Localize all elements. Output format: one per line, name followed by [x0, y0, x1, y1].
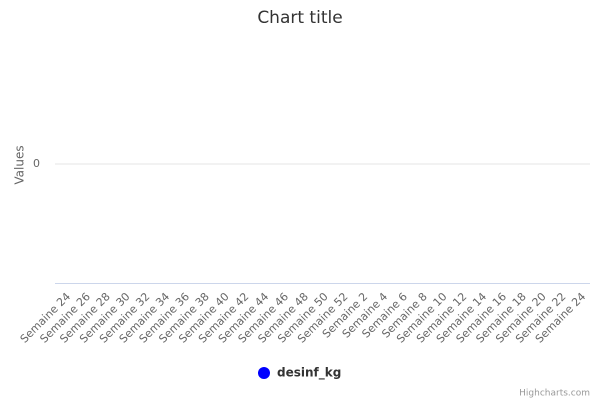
- legend-label: desinf_kg: [277, 366, 341, 381]
- chart-title: Chart title: [257, 8, 342, 28]
- y-axis-title: Values: [13, 145, 27, 184]
- y-tick-label: 0: [33, 157, 40, 170]
- legend-symbol: [258, 367, 270, 379]
- credits: Highcharts.com: [519, 389, 590, 399]
